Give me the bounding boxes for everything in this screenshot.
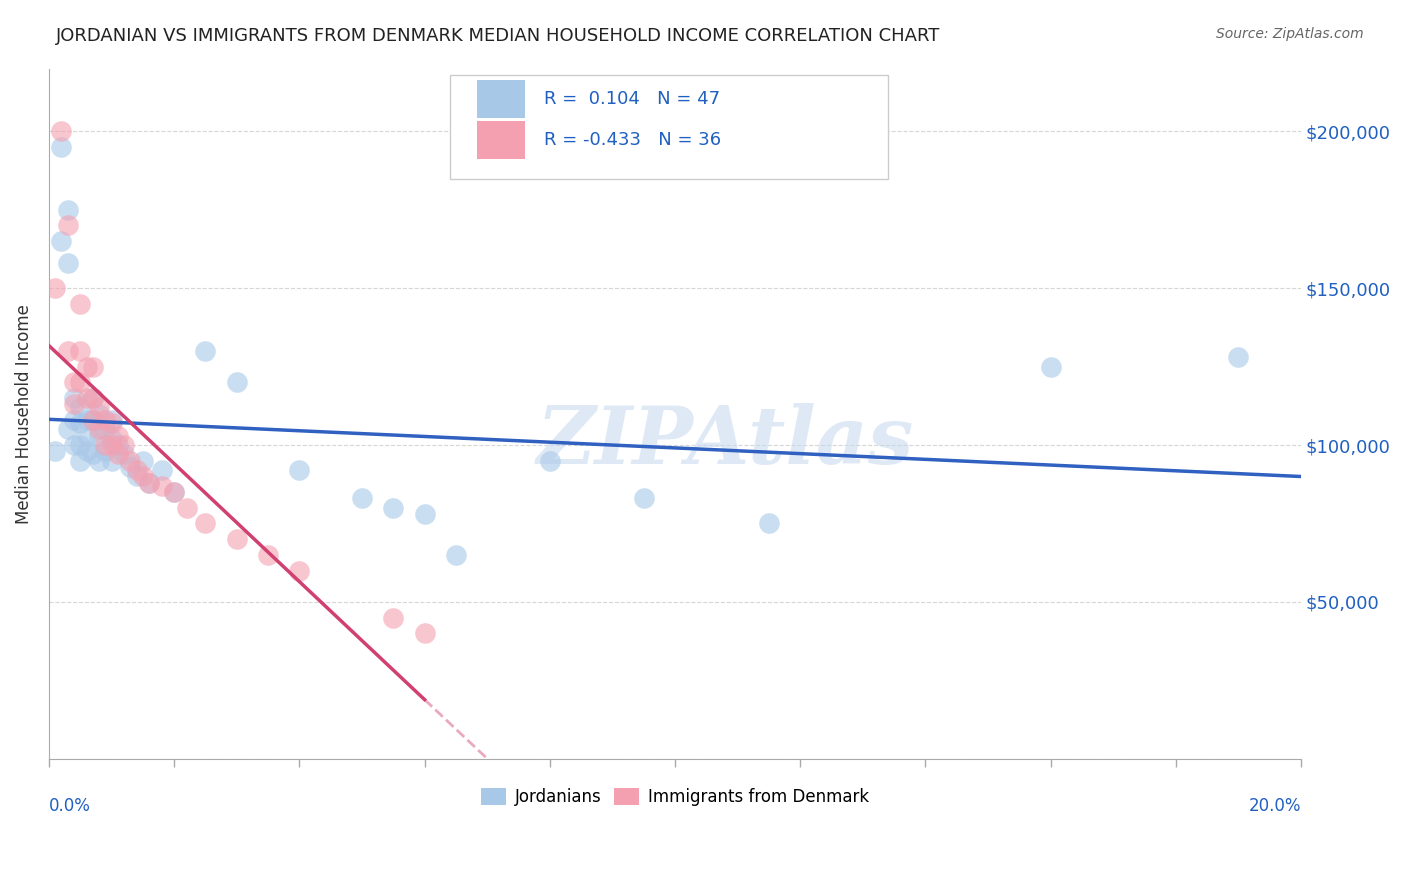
Point [69,401,91,415]
Point [82,447,104,461]
Point [125,463,148,477]
Point [150,463,173,477]
Point [100,453,122,467]
Point [76,359,98,374]
Point [100,416,122,430]
FancyBboxPatch shape [477,120,524,159]
Point [163,485,186,500]
Point [132,469,155,483]
Point [350,491,373,506]
Point [107,438,129,452]
Point [633,491,655,506]
Point [257,548,280,562]
Text: 20.0%: 20.0% [1249,797,1301,814]
Point [413,507,436,521]
Point [51,234,73,248]
Point [82,391,104,405]
Point [82,359,104,374]
Point [56,202,79,217]
Point [225,532,247,546]
Point [444,548,467,562]
Point [94,422,117,436]
Point [538,453,561,467]
Point [100,438,122,452]
Point [150,479,173,493]
Point [82,413,104,427]
Point [56,422,79,436]
Point [69,343,91,358]
Point [176,500,198,515]
Point [1039,359,1062,374]
Point [100,413,122,427]
Point [194,343,217,358]
Text: ZIPAtlas: ZIPAtlas [536,402,914,480]
FancyBboxPatch shape [450,76,887,179]
Legend: Jordanians, Immigrants from Denmark: Jordanians, Immigrants from Denmark [474,781,876,813]
Point [94,438,117,452]
Point [63,413,86,427]
Text: 0.0%: 0.0% [49,797,91,814]
FancyBboxPatch shape [477,80,524,119]
Text: R =  0.104   N = 47: R = 0.104 N = 47 [544,90,720,108]
Point [94,413,117,427]
Point [138,475,160,490]
Point [288,463,311,477]
Point [112,438,135,452]
Y-axis label: Median Household Income: Median Household Income [15,303,32,524]
Point [56,256,79,270]
Point [69,297,91,311]
Point [100,432,122,446]
Point [758,516,780,531]
Text: R = -0.433   N = 36: R = -0.433 N = 36 [544,130,721,149]
Point [132,453,155,467]
Point [382,610,405,624]
Point [194,516,217,531]
Point [76,413,98,427]
Point [382,500,405,515]
Point [87,422,110,436]
Point [69,416,91,430]
Point [120,460,142,475]
Point [76,428,98,442]
Point [63,391,86,405]
Point [69,376,91,390]
Point [107,428,129,442]
Point [51,124,73,138]
Point [1227,350,1250,364]
Point [56,219,79,233]
Point [51,140,73,154]
Point [163,485,186,500]
Point [44,444,66,458]
Point [76,444,98,458]
Point [69,438,91,452]
Text: Source: ZipAtlas.com: Source: ZipAtlas.com [1216,27,1364,41]
Point [63,438,86,452]
Point [56,343,79,358]
Point [87,407,110,421]
Point [44,281,66,295]
Point [69,453,91,467]
Point [107,447,129,461]
Point [112,447,135,461]
Point [76,391,98,405]
Point [94,444,117,458]
Point [63,397,86,411]
Point [82,413,104,427]
Point [288,564,311,578]
Point [138,475,160,490]
Point [125,469,148,483]
Point [87,453,110,467]
Text: JORDANIAN VS IMMIGRANTS FROM DENMARK MEDIAN HOUSEHOLD INCOME CORRELATION CHART: JORDANIAN VS IMMIGRANTS FROM DENMARK MED… [56,27,941,45]
Point [87,428,110,442]
Point [413,626,436,640]
Point [87,401,110,415]
Point [82,391,104,405]
Point [225,376,247,390]
Point [120,453,142,467]
Point [63,376,86,390]
